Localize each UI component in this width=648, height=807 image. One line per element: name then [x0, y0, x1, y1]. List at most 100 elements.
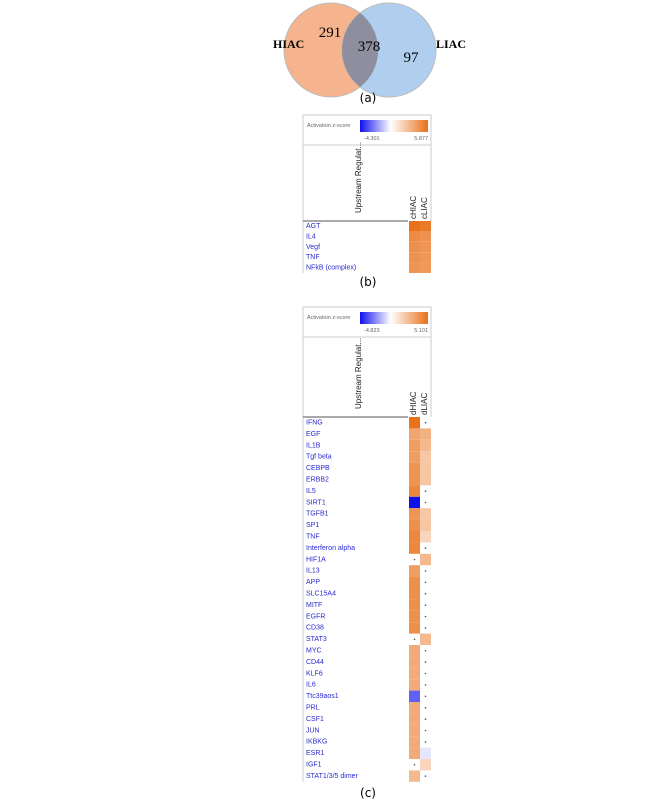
empty-dot — [413, 638, 416, 641]
heat-cell — [420, 439, 431, 452]
heat-cell — [420, 747, 431, 759]
caption: (a) — [360, 91, 377, 105]
heat-cell — [409, 485, 420, 497]
row-label: IFNG — [306, 420, 323, 427]
row-label: APP — [306, 579, 320, 586]
heat-cell — [420, 262, 431, 273]
row-label: TNF — [306, 254, 320, 261]
venn-overlap — [341, 13, 379, 87]
row-label: CSF1 — [306, 716, 324, 723]
empty-dot — [413, 558, 416, 561]
column-label: dHIAC — [409, 391, 418, 415]
row-label: TNF — [306, 534, 320, 541]
heat-cell — [420, 474, 431, 486]
legend-box — [302, 306, 432, 338]
legend-max: 5.877 — [414, 136, 428, 142]
empty-dot — [424, 547, 427, 549]
empty-dot — [424, 501, 427, 504]
heat-cell — [420, 519, 431, 531]
legend-gradient — [360, 120, 428, 132]
heat-cell — [409, 645, 420, 657]
row-label: HIF1A — [306, 556, 326, 563]
legend-box — [302, 114, 432, 146]
row-label: IKBKG — [306, 739, 327, 746]
empty-dot — [424, 684, 427, 686]
column-label: cLIAC — [420, 197, 429, 219]
heat-cell — [420, 508, 431, 520]
empty-dot — [424, 490, 427, 492]
heat-cell — [409, 508, 420, 520]
empty-dot — [424, 706, 427, 709]
heat-cell — [420, 252, 431, 263]
row-label: IL5 — [306, 488, 316, 495]
heat-cell — [409, 462, 420, 474]
row-label: TGFB1 — [306, 511, 329, 518]
empty-dot — [424, 570, 427, 572]
empty-dot — [424, 672, 427, 675]
row-label: IGF1 — [306, 762, 322, 769]
heat-cell — [409, 690, 420, 702]
empty-dot — [424, 695, 427, 698]
legend-min: -4.301 — [364, 136, 380, 142]
row-label: Tgf beta — [306, 454, 332, 461]
column-header: Upstream Regulat... — [354, 338, 363, 409]
empty-dot — [424, 627, 427, 629]
empty-dot — [424, 661, 427, 663]
heat-cell — [409, 770, 420, 782]
heat-cell — [409, 496, 420, 509]
heat-cell — [409, 599, 420, 611]
row-label: IL4 — [306, 233, 316, 240]
caption: (c) — [360, 786, 376, 800]
heat-cell — [409, 736, 420, 748]
heat-cell — [409, 531, 420, 543]
heat-cell — [409, 241, 420, 253]
empty-dot — [424, 775, 427, 777]
heat-cell — [409, 428, 420, 440]
heat-cell — [409, 747, 420, 759]
heat-cell — [409, 519, 420, 531]
heat-cell — [409, 417, 420, 429]
row-label: SP1 — [306, 522, 319, 529]
row-label: CD38 — [306, 625, 324, 632]
row-label: EGF — [306, 431, 320, 438]
heat-cell — [409, 252, 420, 263]
empty-dot — [424, 741, 427, 743]
row-label: SIRT1 — [306, 499, 326, 506]
heat-cell — [420, 221, 431, 232]
heat-cell — [420, 231, 431, 242]
heat-cell — [409, 221, 420, 232]
legend-min: -4.823 — [364, 328, 380, 334]
legend-max: 5.101 — [414, 328, 428, 334]
legend-title: Activation z-score — [307, 315, 350, 321]
empty-dot — [424, 718, 427, 720]
row-label: IL13 — [306, 568, 320, 575]
heat-cell — [420, 428, 431, 440]
empty-dot — [424, 649, 427, 652]
heat-cell — [409, 439, 420, 452]
heat-cell — [420, 241, 431, 253]
caption: (b) — [360, 275, 377, 289]
heat-cell — [409, 667, 420, 680]
row-label: STAT3 — [306, 636, 327, 643]
heat-cell — [409, 679, 420, 691]
empty-dot — [424, 581, 427, 584]
column-label: cHIAC — [409, 196, 418, 219]
row-label: EGFR — [306, 613, 325, 620]
heat-cell — [420, 759, 431, 771]
venn-count: 291 — [319, 25, 342, 41]
row-label: Vegf — [306, 244, 320, 251]
venn-left-label: HIAC — [273, 37, 304, 51]
row-label: PRL — [306, 705, 320, 712]
row-label: JUN — [306, 727, 320, 734]
row-label: AGT — [306, 223, 321, 230]
heat-cell — [409, 542, 420, 554]
empty-dot — [424, 592, 427, 595]
column-header: Upstream Regulat... — [354, 142, 363, 213]
heat-cell — [409, 656, 420, 668]
heat-cell — [409, 474, 420, 486]
row-label: ERBB2 — [306, 477, 329, 484]
row-label: IL1B — [306, 442, 321, 449]
empty-dot — [424, 421, 427, 424]
row-label: KLF6 — [306, 670, 323, 677]
heat-cell — [409, 588, 420, 600]
